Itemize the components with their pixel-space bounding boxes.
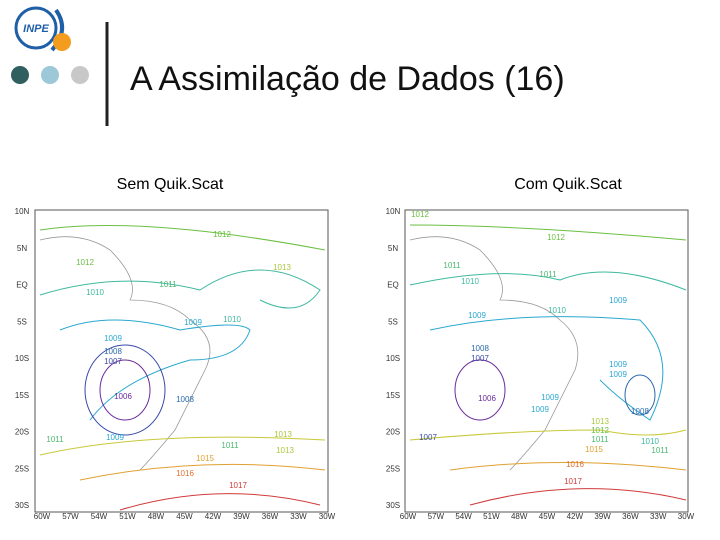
lon-label: 39W <box>594 512 611 521</box>
lon-label: 30W <box>678 512 695 521</box>
contour-label: 1006 <box>114 392 132 401</box>
lat-label: 5S <box>388 317 398 326</box>
lat-label: 30S <box>15 501 29 510</box>
contour-label: 1007 <box>104 357 122 366</box>
contour-label: 1013 <box>274 430 292 439</box>
contour-label: 1009 <box>609 360 627 369</box>
contour-label: 1011 <box>159 280 177 289</box>
lat-label: 20S <box>15 428 29 437</box>
contour-label: 1013 <box>276 446 294 455</box>
contour-label: 1010 <box>641 437 659 446</box>
lon-label: 60W <box>400 512 417 521</box>
lat-label: 5N <box>17 244 27 253</box>
contour-label: 1010 <box>223 315 241 324</box>
lon-label: 33W <box>290 512 307 521</box>
lat-label: 25S <box>386 464 400 473</box>
contour-label: 1009 <box>106 433 124 442</box>
dot <box>11 66 29 84</box>
contour-label: 1011 <box>443 261 461 270</box>
lon-label: 42W <box>205 512 222 521</box>
lon-label: 33W <box>650 512 667 521</box>
contour-label: 1006 <box>478 394 496 403</box>
lon-label: 57W <box>428 512 445 521</box>
lat-label: EQ <box>16 281 28 290</box>
contour-label: 1010 <box>86 288 104 297</box>
lon-label: 36W <box>622 512 639 521</box>
contour-label: 1013 <box>591 417 609 426</box>
lat-label: EQ <box>387 281 399 290</box>
lat-label: 10N <box>386 207 401 216</box>
lon-label: 51W <box>119 512 136 521</box>
lon-label: 48W <box>148 512 165 521</box>
lon-label: 36W <box>262 512 279 521</box>
lon-label: 54W <box>455 512 472 521</box>
lon-label: 48W <box>511 512 528 521</box>
contour-label: 1009 <box>609 296 627 305</box>
contour-label: 1009 <box>104 334 122 343</box>
lon-label: 39W <box>233 512 250 521</box>
map-left <box>34 209 329 513</box>
lat-label: 10N <box>15 207 30 216</box>
lon-label: 45W <box>539 512 556 521</box>
contour-label: 1013 <box>273 263 291 272</box>
lon-label: 51W <box>483 512 500 521</box>
dot <box>71 66 89 84</box>
contour-label: 1017 <box>564 477 582 486</box>
contour-label: 1012 <box>76 258 94 267</box>
logo: INPE <box>14 6 71 52</box>
lat-label: 15S <box>386 391 400 400</box>
lon-label: 57W <box>62 512 79 521</box>
logo-text: INPE <box>23 23 49 35</box>
lat-label: 10S <box>386 354 400 363</box>
lat-label: 5N <box>388 244 398 253</box>
contour-label: 1009 <box>609 370 627 379</box>
contour-label: 1011 <box>221 441 239 450</box>
lon-label: 42W <box>567 512 584 521</box>
contour-label: 1017 <box>229 481 247 490</box>
contour-label: 1009 <box>531 405 549 414</box>
contour-label: 1016 <box>176 469 194 478</box>
contour-label: 1011 <box>651 446 669 455</box>
contour-label: 1008 <box>176 395 194 404</box>
lat-label: 15S <box>15 391 29 400</box>
panel-subtitle: Sem Quik.Scat <box>117 176 224 193</box>
lon-label: 60W <box>34 512 51 521</box>
lat-label: 5S <box>17 317 27 326</box>
lon-label: 54W <box>91 512 108 521</box>
lon-label: 45W <box>176 512 193 521</box>
contour-label: 1010 <box>548 306 566 315</box>
slide-title: A Assimilação de Dados (16) <box>130 60 565 98</box>
contour-label: 1009 <box>468 311 486 320</box>
contour-label: 1008 <box>631 407 649 416</box>
lat-label: 10S <box>15 354 29 363</box>
contour-label: 1011 <box>46 435 64 444</box>
lon-label: 30W <box>319 512 336 521</box>
contour-label: 1012 <box>591 426 609 435</box>
contour-label: 1012 <box>547 233 565 242</box>
contour-label: 1009 <box>184 318 202 327</box>
lat-label: 30S <box>386 501 400 510</box>
contour-label: 1008 <box>471 344 489 353</box>
contour-label: 1012 <box>213 230 231 239</box>
contour-label: 1010 <box>461 277 479 286</box>
contour-label: 1011 <box>539 270 557 279</box>
dot <box>41 66 59 84</box>
contour-label: 1015 <box>196 454 214 463</box>
contour-label: 1012 <box>411 210 429 219</box>
contour-label: 1011 <box>591 435 609 444</box>
panel-subtitle: Com Quik.Scat <box>514 176 622 193</box>
contour-label: 1016 <box>566 460 584 469</box>
contour-label: 1007 <box>471 354 489 363</box>
lat-label: 20S <box>386 428 400 437</box>
contour-label: 1007 <box>419 433 437 442</box>
contour-label: 1009 <box>541 393 559 402</box>
lat-label: 25S <box>15 464 29 473</box>
map-right <box>404 209 689 513</box>
contour-label: 1015 <box>585 445 603 454</box>
contour-label: 1008 <box>104 347 122 356</box>
